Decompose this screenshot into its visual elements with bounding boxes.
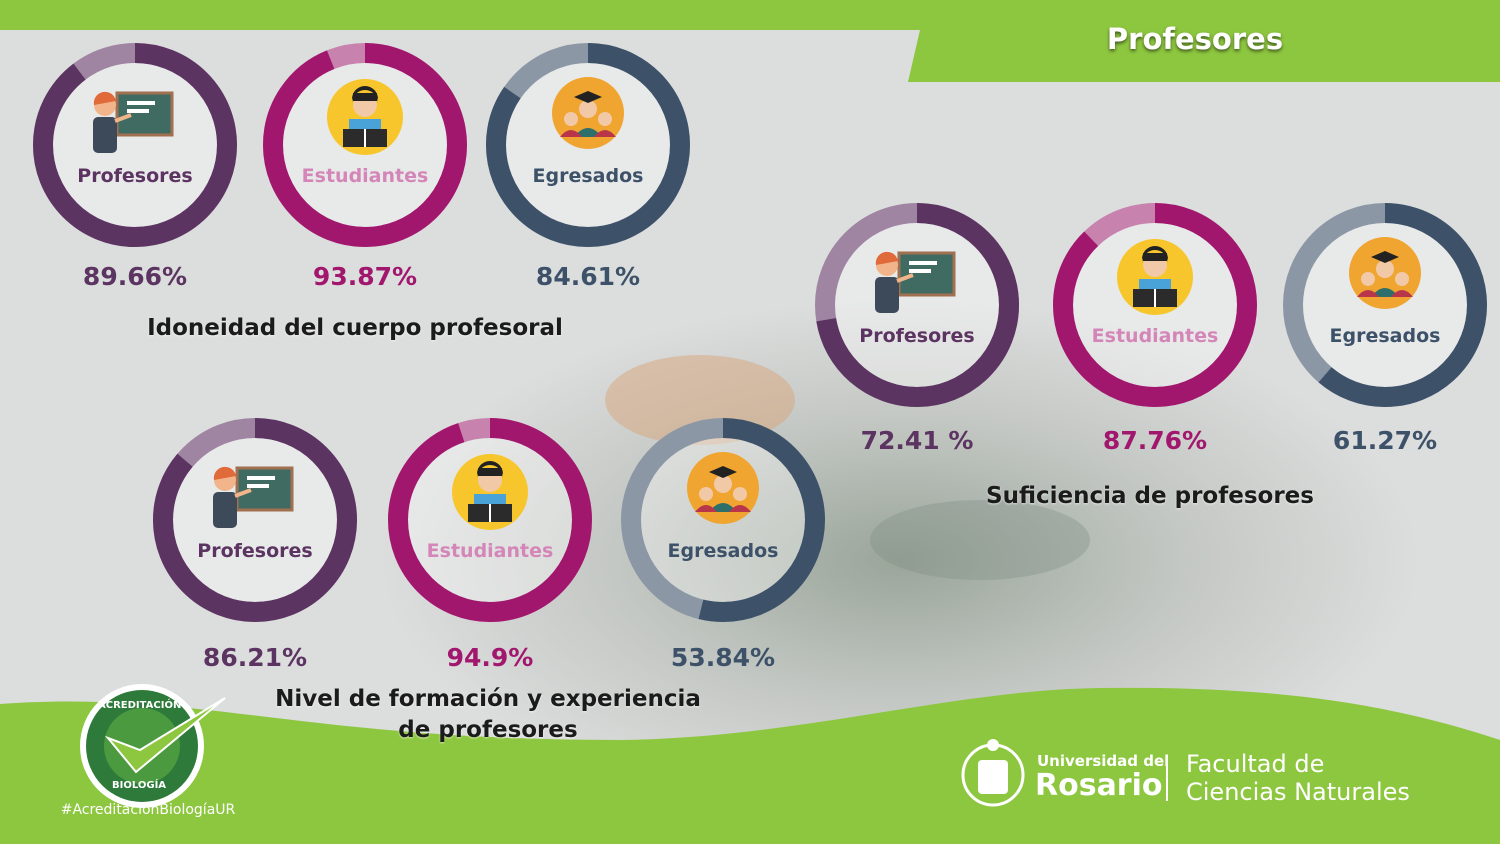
donut-value-arc xyxy=(486,43,690,247)
percent-label-profesores: 72.41 % xyxy=(860,426,974,455)
percent-label-estudiantes: 87.76% xyxy=(1102,426,1208,455)
percent-label-egresados: 61.27% xyxy=(1332,426,1438,455)
section-title-suficiencia: Suficiencia de profesores xyxy=(960,481,1340,512)
student-icon xyxy=(452,454,528,530)
donut-label-egresados: Egresados xyxy=(1329,325,1441,347)
percent-label-profesores: 86.21% xyxy=(202,643,308,672)
teacher-icon xyxy=(93,91,174,153)
donut-value-arc xyxy=(815,203,1019,407)
donut-label-profesores: Profesores xyxy=(859,325,975,347)
donut-idoneidad-estudiantes xyxy=(263,43,467,247)
student-icon xyxy=(327,79,403,155)
crest-icon xyxy=(961,739,1025,807)
donut-label-profesores: Profesores xyxy=(77,165,193,187)
donut-inner-fill xyxy=(825,213,1009,397)
section-title-idoneidad: Idoneidad del cuerpo profesoral xyxy=(140,313,570,344)
donut-suficiencia-estudiantes xyxy=(1053,203,1257,407)
graduates-icon xyxy=(687,452,759,524)
bottom-green-wave xyxy=(0,687,1500,844)
section-title-line: Suficiencia de profesores xyxy=(986,483,1314,509)
donut-idoneidad-profesores xyxy=(33,43,237,247)
top-green-band xyxy=(0,0,1500,30)
badge-bottom-text: BIOLOGÍA xyxy=(112,780,167,791)
teacher-icon xyxy=(213,466,294,528)
percent-label-egresados: 84.61% xyxy=(535,262,641,291)
donut-label-egresados: Egresados xyxy=(667,540,779,562)
donut-formacion-egresados xyxy=(621,418,825,622)
donut-value-arc xyxy=(621,418,825,622)
donut-value-arc xyxy=(33,43,237,247)
donut-inner-fill xyxy=(43,53,227,237)
donut-formacion-profesores xyxy=(153,418,357,622)
student-icon xyxy=(1117,239,1193,315)
section-title-line: de profesores xyxy=(398,717,578,743)
section-title-line: Idoneidad del cuerpo profesoral xyxy=(147,315,563,341)
donut-value-arc xyxy=(1283,203,1487,407)
percent-label-egresados: 53.84% xyxy=(670,643,776,672)
faculty-line-1: Facultad de xyxy=(1186,750,1325,778)
donut-label-estudiantes: Estudiantes xyxy=(426,540,554,562)
donut-suficiencia-profesores xyxy=(815,203,1019,407)
donut-label-estudiantes: Estudiantes xyxy=(301,165,429,187)
donut-value-arc xyxy=(1053,203,1257,407)
university-small-text: Universidad del xyxy=(1037,752,1170,770)
graduates-icon xyxy=(552,77,624,149)
donut-inner-fill xyxy=(163,428,347,612)
donut-value-arc xyxy=(263,43,467,247)
donut-value-arc xyxy=(388,418,592,622)
checkmark-icon xyxy=(104,697,226,774)
percent-label-estudiantes: 93.87% xyxy=(312,262,418,291)
percent-label-profesores: 89.66% xyxy=(82,262,188,291)
donut-suficiencia-egresados xyxy=(1283,203,1487,407)
university-name: Rosario xyxy=(1035,768,1163,803)
hashtag: #AcreditaciónBiologíaUR xyxy=(60,802,236,818)
badge-top-text: ACREDITACIÓN xyxy=(98,700,182,711)
logo-divider xyxy=(1166,757,1168,801)
percent-label-estudiantes: 94.9% xyxy=(446,643,534,672)
section-title-formacion: Nivel de formación y experiencia de profe… xyxy=(258,684,718,746)
donut-formacion-estudiantes xyxy=(388,418,592,622)
donut-value-arc xyxy=(153,418,357,622)
donut-label-profesores: Profesores xyxy=(197,540,313,562)
donut-label-egresados: Egresados xyxy=(532,165,644,187)
teacher-icon xyxy=(875,251,956,313)
accreditation-badge xyxy=(80,684,226,808)
title-bar xyxy=(908,30,1500,82)
section-title-line: Nivel de formación y experiencia xyxy=(275,686,701,712)
donut-idoneidad-egresados xyxy=(486,43,690,247)
frog-shadow-blur xyxy=(870,500,1090,580)
donut-label-estudiantes: Estudiantes xyxy=(1091,325,1219,347)
page-title: Profesores xyxy=(1106,22,1284,56)
graduates-icon xyxy=(1349,237,1421,309)
faculty-line-2: Ciencias Naturales xyxy=(1186,778,1410,806)
